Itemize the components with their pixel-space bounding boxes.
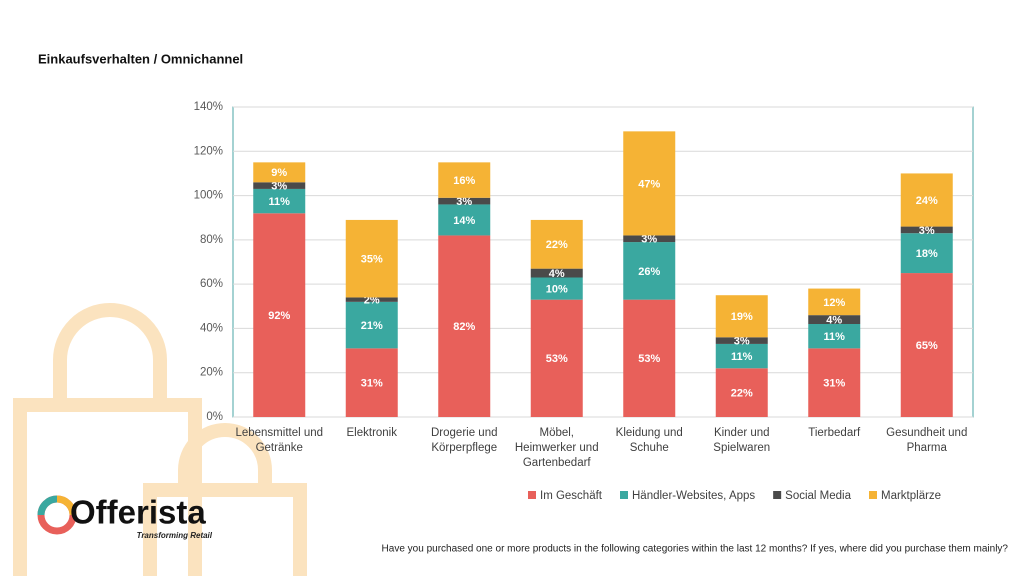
- logo: Offerista Transforming Retail: [37, 494, 213, 540]
- y-tick-label: 0%: [206, 411, 223, 423]
- bar-segment: [253, 213, 306, 417]
- value-label: 12%: [823, 297, 845, 309]
- y-tick-label: 20%: [200, 367, 223, 379]
- bar-segment: [900, 173, 953, 227]
- value-label: 31%: [823, 378, 845, 390]
- value-label: 35%: [361, 254, 383, 266]
- bar-segment: [715, 295, 768, 338]
- x-tick-label: Kinder und Spielwaren: [713, 427, 771, 454]
- legend-swatch: [869, 491, 877, 499]
- bar-segment: [345, 297, 398, 302]
- value-label: 2%: [364, 295, 380, 307]
- value-label: 3%: [271, 181, 287, 193]
- bar-segment: [438, 204, 491, 236]
- y-tick-label: 120%: [194, 145, 223, 157]
- bar-segment: [253, 188, 306, 214]
- value-label: 14%: [453, 215, 475, 227]
- bar-segment: [900, 226, 953, 234]
- bar-segment: [530, 268, 583, 278]
- value-label: 11%: [269, 196, 291, 208]
- y-tick-label: 100%: [194, 190, 223, 202]
- x-tick-label: Kleidung und Schuhe: [615, 427, 683, 454]
- bar-segment: [345, 219, 398, 298]
- value-label: 26%: [638, 266, 660, 278]
- value-label: 3%: [919, 225, 935, 237]
- plot-frame: [232, 106, 974, 418]
- value-label: 11%: [824, 331, 846, 343]
- legend-label: Händler-Websites, Apps: [632, 490, 755, 502]
- value-label: 82%: [453, 321, 475, 333]
- value-label: 31%: [361, 378, 383, 390]
- bar-segment: [438, 162, 491, 198]
- value-label: 11%: [731, 351, 753, 363]
- y-tick-label: 80%: [200, 234, 223, 246]
- y-tick-label: 40%: [200, 322, 223, 334]
- value-label: 9%: [271, 167, 287, 179]
- bar-segment: [623, 242, 676, 300]
- logo-text: Offerista: [70, 494, 206, 531]
- bar-segment: [345, 348, 398, 417]
- tagline: Transforming Retail: [137, 531, 213, 540]
- x-tick-label: Möbel, Heimwerker und Gartenbedarf: [514, 427, 599, 469]
- legend-label: Im Geschäft: [540, 490, 603, 502]
- value-label: 22%: [546, 239, 568, 251]
- value-label: 53%: [546, 353, 568, 365]
- bar-segment: [530, 277, 583, 300]
- legend-swatch: [773, 491, 782, 499]
- value-label: 16%: [453, 175, 475, 187]
- bar-segment: [623, 299, 676, 417]
- bar-segment: [900, 273, 953, 417]
- x-tick-label: Drogerie und Körperpflege: [431, 427, 498, 454]
- bar-segment: [253, 162, 306, 183]
- y-tick-label: 60%: [200, 278, 223, 290]
- bar-segment: [715, 368, 768, 417]
- bar-segment: [438, 235, 491, 417]
- bar-segment: [345, 301, 398, 349]
- bar-segment: [808, 315, 861, 324]
- x-tick-label: Tierbedarf: [808, 427, 861, 439]
- value-label: 10%: [546, 283, 568, 295]
- value-label: 3%: [456, 196, 472, 208]
- value-label: 18%: [916, 248, 938, 260]
- caption: Have you purchased one or more products …: [382, 544, 1009, 555]
- x-tick-label: Lebensmittel und Getränke: [235, 427, 324, 454]
- bar-segment: [530, 219, 583, 269]
- y-tick-label: 140%: [194, 101, 223, 113]
- bar-segment: [900, 233, 953, 274]
- bar-segment: [253, 182, 306, 189]
- bar-segment: [808, 288, 861, 316]
- value-label: 4%: [549, 268, 565, 280]
- value-label: 3%: [734, 336, 750, 348]
- value-label: 47%: [638, 178, 660, 190]
- value-label: 53%: [638, 353, 660, 365]
- bar-segment: [715, 337, 768, 344]
- value-label: 65%: [916, 340, 938, 352]
- legend-label: Marktplärze: [881, 490, 941, 502]
- bar-segment: [623, 131, 676, 236]
- value-label: 92%: [268, 310, 290, 322]
- bar-segment: [623, 235, 676, 243]
- bar-segment: [715, 343, 768, 369]
- bar-segment: [438, 197, 491, 205]
- slide-title: Einkaufsverhalten / Omnichannel: [38, 51, 243, 66]
- x-tick-label: Elektronik: [346, 427, 398, 439]
- value-label: 4%: [826, 314, 842, 326]
- bar-segment: [530, 299, 583, 417]
- value-label: 3%: [641, 234, 657, 246]
- value-label: 24%: [916, 195, 938, 207]
- legend-swatch: [620, 491, 628, 499]
- value-label: 22%: [731, 388, 753, 400]
- bar-segment: [808, 324, 861, 349]
- legend-label: Social Media: [785, 490, 851, 502]
- value-label: 21%: [361, 320, 383, 332]
- value-label: 19%: [731, 311, 753, 323]
- bar-segment: [808, 348, 861, 417]
- legend-swatch: [528, 491, 536, 499]
- x-tick-label: Gesundheit und Pharma: [886, 427, 968, 454]
- background-decoration: [13, 303, 307, 576]
